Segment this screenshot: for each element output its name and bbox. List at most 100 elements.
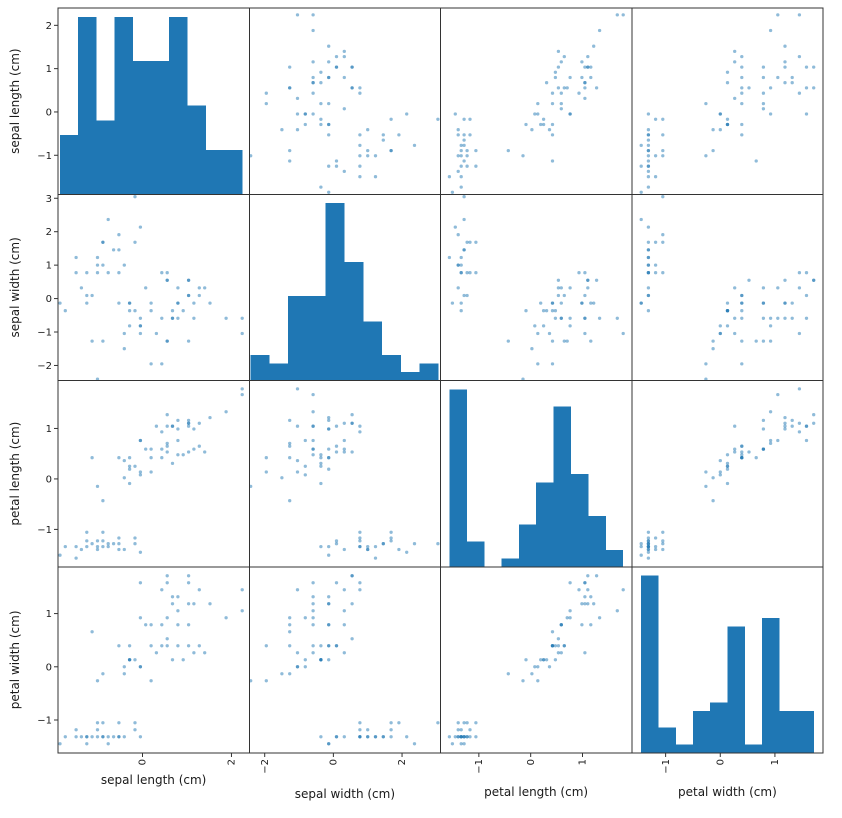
scatter-point xyxy=(412,742,417,746)
scatter-point xyxy=(524,122,528,127)
scatter-point xyxy=(653,536,658,540)
scatter-point xyxy=(646,286,651,290)
scatter-point xyxy=(456,233,460,237)
scatter-point xyxy=(186,339,191,343)
x-tick-label: 1 xyxy=(578,759,589,765)
scatter-point xyxy=(783,424,787,428)
scatter-point xyxy=(170,309,175,313)
scatter-point xyxy=(646,159,651,163)
scatter-point xyxy=(586,278,590,282)
scatter-point xyxy=(342,421,346,425)
y-tick-label: −1 xyxy=(37,716,52,727)
scatter-point xyxy=(474,735,478,739)
scatter-point xyxy=(521,377,525,381)
scatter-point xyxy=(95,728,100,732)
scatter-point xyxy=(740,316,744,320)
scatter-point xyxy=(311,602,315,606)
scatter-point xyxy=(459,255,463,260)
scatter-point xyxy=(462,138,466,142)
scatter-point xyxy=(117,547,121,552)
scatter-point xyxy=(459,309,463,313)
scatter-point xyxy=(138,225,143,229)
scatter-point xyxy=(63,544,67,549)
scatter-point xyxy=(740,444,744,448)
scatter-point xyxy=(562,293,566,298)
scatter-point xyxy=(562,339,566,343)
scatter-point xyxy=(350,450,354,454)
scatter-point xyxy=(465,721,469,725)
scatter-point xyxy=(646,542,651,546)
scatter-point xyxy=(342,623,346,627)
scatter-point xyxy=(106,742,110,746)
scatter-point xyxy=(144,286,148,290)
scatter-point xyxy=(350,86,354,90)
scatter-point xyxy=(740,91,744,95)
scatter-point xyxy=(740,101,744,106)
scatter-point xyxy=(117,456,121,460)
scatter-point xyxy=(165,637,169,641)
scatter-point xyxy=(90,293,94,298)
scatter-point xyxy=(160,362,164,366)
scatter-point xyxy=(160,456,164,460)
hist-bar xyxy=(132,61,152,195)
scatter-point xyxy=(106,544,110,549)
y-tick-label: 0 xyxy=(46,474,52,485)
hist-bar xyxy=(400,372,420,381)
scatter-point xyxy=(240,588,244,592)
scatter-point xyxy=(565,339,569,343)
scatter-point xyxy=(468,117,472,121)
panel-row0-col0 xyxy=(59,16,243,195)
scatter-point xyxy=(577,588,581,592)
scatter-point xyxy=(176,453,180,457)
hist-bar xyxy=(59,135,79,195)
panel-row1-col0 xyxy=(58,195,244,381)
scatter-point xyxy=(165,616,169,620)
scatter-point xyxy=(536,362,540,366)
scatter-point xyxy=(733,286,737,290)
scatter-point xyxy=(74,544,78,549)
scatter-point xyxy=(342,450,346,454)
hist-bar xyxy=(761,617,780,753)
scatter-point xyxy=(468,240,472,244)
scatter-point xyxy=(350,65,354,69)
scatter-point xyxy=(646,255,651,260)
scatter-point xyxy=(288,86,292,90)
scatter-point xyxy=(311,75,315,80)
scatter-point xyxy=(334,54,339,59)
scatter-point xyxy=(342,735,346,739)
scatter-point xyxy=(468,735,472,739)
scatter-point xyxy=(646,248,651,252)
scatter-point xyxy=(725,464,730,468)
scatter-point xyxy=(311,60,315,64)
scatter-point xyxy=(327,602,331,606)
scatter-point xyxy=(138,473,143,477)
scatter-point xyxy=(280,128,284,132)
scatter-point xyxy=(776,75,780,80)
scatter-point xyxy=(149,470,153,474)
scatter-point xyxy=(536,665,540,669)
hist-bar xyxy=(658,727,676,753)
scatter-point xyxy=(453,225,457,229)
scatter-point xyxy=(63,309,67,313)
scatter-point xyxy=(311,595,315,599)
scatter-point xyxy=(556,293,561,298)
scatter-point xyxy=(264,470,268,474)
scatter-point xyxy=(711,128,715,132)
scatter-point xyxy=(117,644,121,648)
scatter-point xyxy=(718,324,722,328)
scatter-point xyxy=(295,588,300,592)
scatter-point xyxy=(311,609,315,613)
scatter-point xyxy=(536,112,540,116)
scatter-point xyxy=(186,424,191,428)
scatter-point xyxy=(586,602,590,606)
scatter-point xyxy=(761,316,766,320)
scatter-point xyxy=(342,651,346,655)
panel-row2-col3 xyxy=(639,387,816,560)
scatter-point xyxy=(559,91,563,95)
scatter-point xyxy=(646,309,651,313)
scatter-point xyxy=(311,91,315,95)
scatter-point xyxy=(127,464,132,468)
scatter-point xyxy=(646,133,651,137)
panel-row3-col2 xyxy=(447,574,625,746)
scatter-point xyxy=(358,424,362,428)
